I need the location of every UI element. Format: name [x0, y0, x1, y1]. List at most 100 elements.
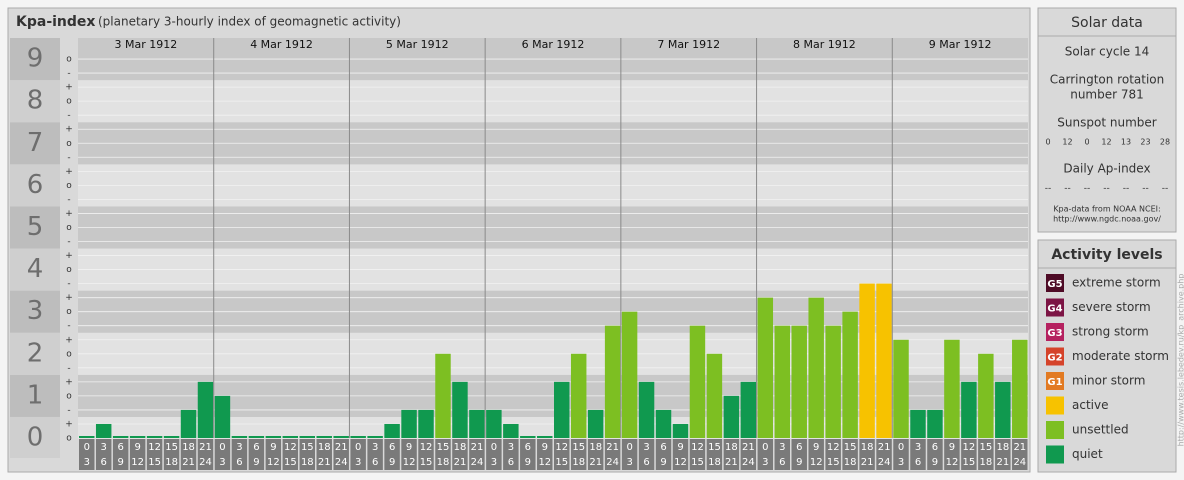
hour-to: 18	[844, 457, 857, 468]
date-label: 7 Mar 1912	[657, 38, 720, 51]
hour-from: 3	[236, 442, 242, 453]
y-minor-label: o	[66, 391, 72, 401]
y-tick-label: 3	[27, 296, 44, 326]
hour-from: 9	[270, 442, 276, 453]
y-minor-label: o	[66, 223, 72, 233]
hour-to: 24	[878, 457, 891, 468]
date-label: 8 Mar 1912	[793, 38, 856, 51]
hour-to: 15	[555, 457, 568, 468]
bar	[146, 436, 163, 438]
bar	[604, 325, 621, 438]
hour-box	[95, 439, 112, 470]
level-name: moderate storm	[1072, 349, 1169, 363]
y-minor-label: -	[67, 405, 70, 415]
level-code: G2	[1047, 353, 1062, 364]
y-minor-label: +	[65, 419, 73, 429]
hour-to: 3	[762, 457, 768, 468]
bar	[638, 381, 655, 438]
hour-box	[740, 439, 757, 470]
bar	[537, 436, 553, 438]
hour-box	[791, 439, 807, 470]
bar	[825, 325, 841, 438]
hour-box	[299, 439, 315, 470]
date-label: 3 Mar 1912	[114, 38, 177, 51]
hour-from: 3	[101, 442, 107, 453]
hour-box	[859, 439, 875, 470]
hour-to: 18	[165, 457, 178, 468]
bar	[265, 436, 282, 438]
sunspot-value: 0	[1045, 138, 1050, 147]
y-minor-label: +	[65, 167, 73, 177]
bar	[672, 423, 689, 438]
hour-box	[893, 439, 909, 470]
hour-box	[469, 439, 485, 470]
y-label-box	[10, 416, 60, 458]
hour-box	[1012, 439, 1028, 470]
y-label-box	[10, 38, 60, 81]
y-tick-label: 2	[27, 338, 44, 368]
bar	[180, 409, 197, 438]
y-label-box	[10, 290, 60, 333]
level-code: G4	[1047, 304, 1062, 315]
bar	[214, 395, 231, 438]
hour-from: 3	[372, 442, 378, 453]
carrington: number 781	[1070, 88, 1144, 102]
ap-value: --	[1103, 184, 1110, 194]
bar	[706, 353, 723, 438]
hour-to: 12	[131, 457, 144, 468]
hour-from: 21	[471, 442, 484, 453]
hour-box	[231, 439, 248, 470]
hour-box	[672, 439, 689, 470]
hour-from: 18	[182, 442, 195, 453]
hour-box	[876, 439, 892, 470]
level-code: G1	[1047, 377, 1062, 388]
hour-from: 18	[725, 442, 738, 453]
ap-value: --	[1142, 184, 1149, 194]
level-name: active	[1072, 398, 1108, 412]
hour-from: 21	[606, 442, 619, 453]
hour-box	[333, 439, 349, 470]
bar	[621, 311, 638, 438]
level-name: severe storm	[1072, 300, 1151, 314]
y-tick-label: 8	[27, 86, 44, 116]
hour-from: 15	[844, 442, 857, 453]
hour-box	[723, 439, 740, 470]
level-swatch	[1046, 421, 1064, 439]
y-minor-label: o	[66, 265, 72, 275]
hour-from: 0	[491, 442, 497, 453]
level-swatch	[1046, 396, 1064, 415]
hour-to: 6	[101, 457, 107, 468]
hour-from: 9	[677, 442, 683, 453]
bar	[842, 311, 858, 438]
hour-to: 9	[253, 457, 259, 468]
y-minor-label: -	[67, 153, 70, 163]
bar	[248, 436, 265, 438]
hour-to: 24	[742, 457, 755, 468]
hour-from: 18	[861, 442, 874, 453]
hour-to: 21	[996, 457, 1009, 468]
sunspot-value: 13	[1121, 138, 1131, 147]
hour-box	[995, 439, 1011, 470]
hour-from: 18	[454, 442, 467, 453]
hour-from: 12	[827, 442, 840, 453]
hour-from: 9	[813, 442, 819, 453]
sunspot-value: 23	[1140, 138, 1150, 147]
level-swatch	[1046, 445, 1064, 464]
sunspot-value: 12	[1062, 138, 1072, 147]
bar	[129, 436, 146, 438]
hour-to: 24	[335, 457, 348, 468]
sunspot-value: 28	[1160, 138, 1170, 147]
hour-from: 3	[779, 442, 785, 453]
bar	[978, 353, 994, 438]
hour-to: 9	[118, 457, 124, 468]
date-label: 4 Mar 1912	[250, 38, 313, 51]
bar	[520, 436, 536, 438]
bar	[367, 436, 383, 438]
hour-to: 18	[301, 457, 314, 468]
hour-from: 0	[219, 442, 225, 453]
ap-value: --	[1162, 184, 1169, 194]
hour-to: 12	[403, 457, 416, 468]
hour-to: 6	[643, 457, 649, 468]
hour-box	[112, 439, 129, 470]
bar	[401, 409, 417, 438]
